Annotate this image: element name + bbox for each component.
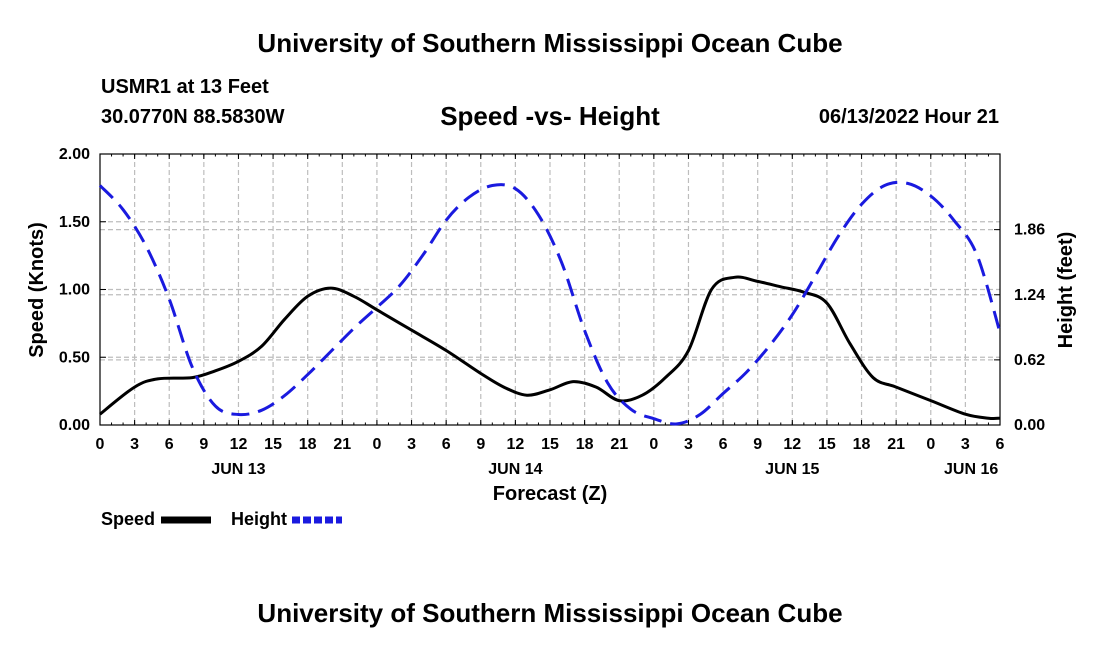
legend-height-label: Height bbox=[231, 509, 287, 529]
x-tick-label: 3 bbox=[684, 436, 693, 453]
x-tick-label: 12 bbox=[783, 436, 801, 453]
date-label: JUN 16 bbox=[944, 461, 998, 478]
speed-series-line bbox=[99, 275, 1001, 421]
series bbox=[98, 180, 1002, 426]
date-label: JUN 14 bbox=[488, 461, 542, 478]
y2-tick-label: 0.62 bbox=[1014, 352, 1045, 369]
station-label: USMR1 at 13 Feet bbox=[101, 76, 269, 98]
x-tick-label: 12 bbox=[506, 436, 524, 453]
datetime-label: 06/13/2022 Hour 21 bbox=[818, 106, 999, 128]
x-tick-label: 6 bbox=[719, 436, 728, 453]
y2-tick-label: 1.24 bbox=[1014, 287, 1045, 304]
height-series-line bbox=[98, 180, 1002, 426]
date-label: JUN 15 bbox=[765, 461, 819, 478]
x-tick-label: 9 bbox=[753, 436, 762, 453]
y2-tick-label: 1.86 bbox=[1014, 222, 1045, 239]
x-tick-label: 15 bbox=[818, 436, 836, 453]
x-tick-label: 0 bbox=[96, 436, 105, 453]
x-tick-label: 6 bbox=[996, 436, 1005, 453]
y-tick-label: 1.00 bbox=[59, 282, 90, 299]
x-tick-label: 21 bbox=[887, 436, 905, 453]
y-axis-title: Speed (Knots) bbox=[26, 222, 48, 358]
x-tick-label: 18 bbox=[299, 436, 317, 453]
y2-tick-label: 0.00 bbox=[1014, 417, 1045, 434]
grid bbox=[100, 154, 1000, 425]
x-tick-label: 3 bbox=[961, 436, 970, 453]
x-tick-label: 15 bbox=[264, 436, 282, 453]
x-tick-label: 18 bbox=[576, 436, 594, 453]
x-tick-label: 3 bbox=[407, 436, 416, 453]
x-tick-label: 9 bbox=[199, 436, 208, 453]
x-tick-label: 12 bbox=[230, 436, 248, 453]
x-tick-label: 21 bbox=[333, 436, 351, 453]
x-tick-label: 15 bbox=[541, 436, 559, 453]
footer-title: University of Southern Mississippi Ocean… bbox=[257, 598, 843, 628]
x-axis-title: Forecast (Z) bbox=[493, 483, 607, 505]
x-tick-label: 9 bbox=[476, 436, 485, 453]
y-tick-label: 0.50 bbox=[59, 349, 90, 366]
coordinates-label: 30.0770N 88.5830W bbox=[101, 106, 285, 128]
x-tick-label: 6 bbox=[442, 436, 451, 453]
x-tick-label: 3 bbox=[130, 436, 139, 453]
y-tick-label: 2.00 bbox=[59, 146, 90, 163]
date-label: JUN 13 bbox=[211, 461, 265, 478]
x-tick-label: 0 bbox=[649, 436, 658, 453]
x-tick-label: 0 bbox=[372, 436, 381, 453]
x-tick-label: 18 bbox=[853, 436, 871, 453]
y2-axis-title: Height (feet) bbox=[1055, 232, 1077, 349]
axis-labels: Forecast (Z) Speed (Knots) Height (feet) bbox=[26, 222, 1077, 505]
ticks: 0 3 6 9 12 15 18 21 0 3 6 9 12 15 18 21 0 3 6 9 12 15 18 21 0 3 6 J… bbox=[59, 146, 1045, 478]
y-tick-label: 1.50 bbox=[59, 214, 90, 231]
legend-speed-label: Speed bbox=[101, 509, 156, 529]
x-tick-label: 0 bbox=[926, 436, 935, 453]
x-tick-label: 6 bbox=[165, 436, 174, 453]
y-tick-label: 0.00 bbox=[59, 417, 90, 434]
chart-subtitle: Speed -vs- Height bbox=[440, 101, 660, 131]
x-tick-label: 21 bbox=[610, 436, 628, 453]
chart-title: University of Southern Mississippi Ocean… bbox=[257, 28, 843, 58]
